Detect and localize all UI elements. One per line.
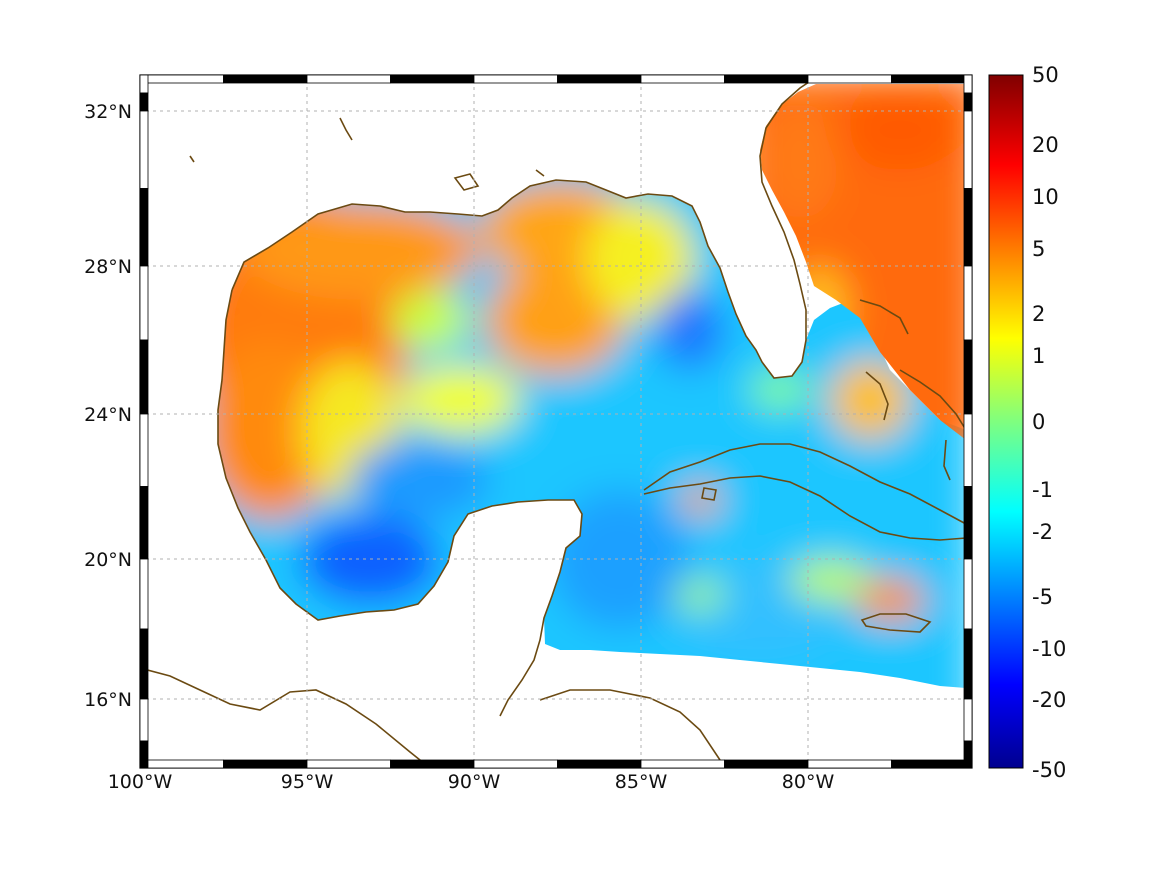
frame-segment (139, 759, 224, 769)
frame-segment (963, 628, 973, 700)
frame-segment (306, 74, 391, 84)
frame-segment (139, 698, 149, 742)
colorbar-tick-label: 10 (1032, 185, 1059, 209)
frame-segment (139, 265, 149, 341)
colorbar-tick-label: -10 (1032, 637, 1066, 661)
colorbar-tick-label: -1 (1032, 478, 1053, 502)
frame-segment (963, 110, 973, 189)
lat-axis: 32°N 28°N 24°N 20°N 16°N (84, 101, 132, 711)
frame-segment (223, 74, 308, 84)
lat-tick-label: 20°N (84, 549, 132, 571)
frame-segment (807, 759, 892, 769)
colorbar-tick-label: 1 (1032, 344, 1045, 368)
lon-tick-label: 90°W (448, 771, 501, 793)
lon-axis: 100°W 95°W 90°W 85°W 80°W (108, 771, 835, 793)
lat-tick-label: 32°N (84, 101, 132, 123)
colorbar-tick-label: 0 (1032, 410, 1045, 434)
frame-segment (473, 759, 558, 769)
frame-segment (963, 558, 973, 630)
colorbar-gradient (988, 74, 1024, 769)
frame-segment (640, 74, 725, 84)
colorbar-tick-label: -5 (1032, 585, 1053, 609)
colorbar-tick-label: 50 (1032, 63, 1059, 87)
colorbar-tick-label: -2 (1032, 520, 1053, 544)
frame-segment (963, 740, 973, 769)
lon-tick-label: 100°W (108, 771, 173, 793)
frame-segment (139, 413, 149, 487)
frame-segment (963, 265, 973, 341)
frame-segment (963, 486, 973, 560)
frame-segment (640, 759, 725, 769)
frame-segment (891, 74, 973, 84)
frame-segment (223, 759, 308, 769)
frame-segment (963, 698, 973, 742)
frame-segment (139, 74, 224, 84)
lat-tick-label: 16°N (84, 689, 132, 711)
lon-tick-label: 85°W (615, 771, 668, 793)
lon-tick-label: 80°W (782, 771, 835, 793)
frame-segment (390, 74, 475, 84)
data-field (218, 84, 966, 688)
graticule (146, 80, 966, 762)
colorbar-tick-label: 5 (1032, 237, 1045, 261)
lon-tick-label: 95°W (281, 771, 334, 793)
colorbar-tick-label: 20 (1032, 133, 1059, 157)
frame-segment (139, 558, 149, 630)
frame-segment (390, 759, 475, 769)
frame-segment (139, 628, 149, 700)
frame-segment (557, 74, 642, 84)
frame-segment (139, 92, 149, 112)
frame-segment (891, 759, 973, 769)
frame-segment (963, 413, 973, 487)
frame-segment (963, 92, 973, 112)
frame-segment (473, 74, 558, 84)
frame-segment (724, 759, 809, 769)
lat-tick-label: 24°N (84, 404, 132, 426)
colorbar-tick-label: -20 (1032, 688, 1066, 712)
colorbar-tick-label: 2 (1032, 302, 1045, 326)
frame-segment (139, 339, 149, 415)
frame-segment (807, 74, 892, 84)
frame-segment (139, 74, 149, 94)
frame-segment (139, 740, 149, 769)
frame-segment (139, 486, 149, 560)
lat-tick-label: 28°N (84, 256, 132, 278)
frame-segment (963, 339, 973, 415)
frame-segment (557, 759, 642, 769)
map-frame (139, 74, 973, 769)
coastline (140, 75, 967, 768)
colorbar-tick-label: -50 (1032, 758, 1066, 782)
frame-segment (139, 110, 149, 189)
frame-segment (963, 188, 973, 267)
frame-segment (139, 188, 149, 267)
frame-segment (724, 74, 809, 84)
frame-segment (963, 74, 973, 94)
frame-segment (306, 759, 391, 769)
